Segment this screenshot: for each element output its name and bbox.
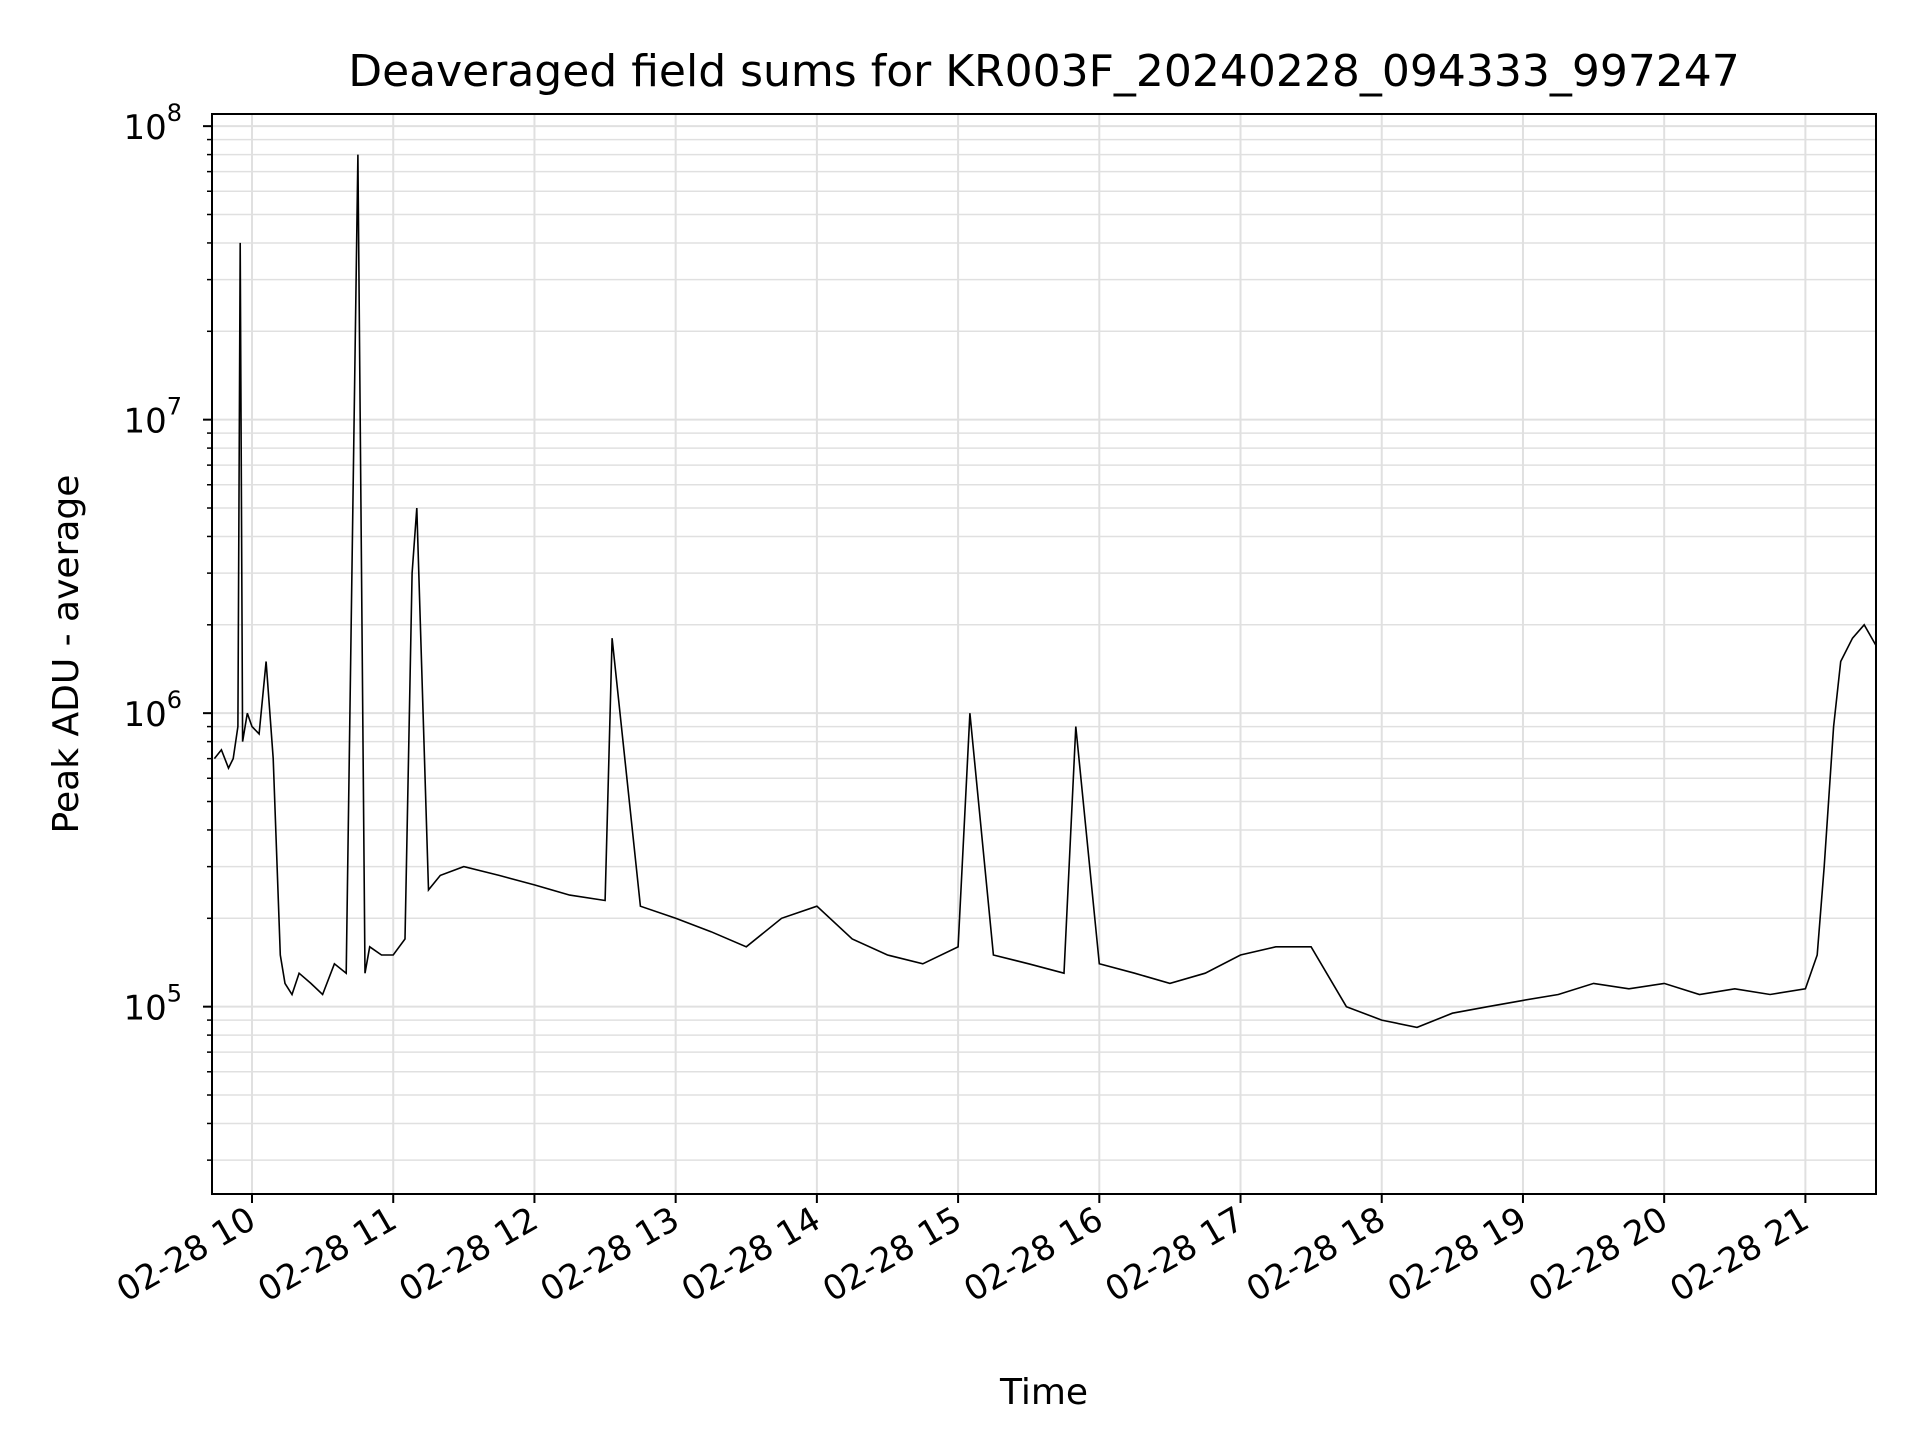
x-axis-title: Time [999,1372,1088,1413]
series-line [213,154,1877,1029]
y-tick-label: 106 [123,686,182,735]
y-tick-label: 105 [123,980,182,1029]
chart-title: Deaveraged field sums for KR003F_2024022… [348,46,1740,97]
y-tick-label: 108 [123,99,182,148]
grid [212,114,1876,1194]
y-axis-title: Peak ADU - average [46,475,87,834]
plot-frame [211,113,1877,1195]
y-tick-label: 107 [123,393,182,442]
data-area [213,154,1877,1029]
